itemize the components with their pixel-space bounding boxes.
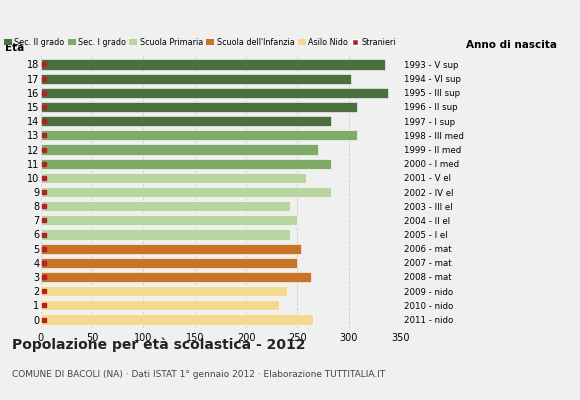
Text: Anno di nascita: Anno di nascita — [466, 40, 557, 50]
Bar — [41, 158, 331, 169]
Bar — [41, 88, 388, 98]
Bar — [41, 300, 279, 310]
Bar — [41, 74, 351, 84]
Bar — [41, 187, 331, 197]
Bar — [41, 130, 357, 140]
Bar — [41, 314, 313, 325]
Bar — [41, 272, 311, 282]
Text: COMUNE DI BACOLI (NA) · Dati ISTAT 1° gennaio 2012 · Elaborazione TUTTITALIA.IT: COMUNE DI BACOLI (NA) · Dati ISTAT 1° ge… — [12, 370, 385, 379]
Bar — [41, 173, 306, 183]
Bar — [41, 244, 300, 254]
Bar — [41, 286, 287, 296]
Text: Popolazione per età scolastica - 2012: Popolazione per età scolastica - 2012 — [12, 338, 305, 352]
Bar — [41, 201, 290, 211]
Bar — [41, 215, 298, 226]
Bar — [41, 144, 318, 154]
Bar — [41, 102, 357, 112]
Bar — [41, 258, 298, 268]
Text: Età: Età — [5, 43, 24, 53]
Legend: Sec. II grado, Sec. I grado, Scuola Primaria, Scuola dell'Infanzia, Asilo Nido, : Sec. II grado, Sec. I grado, Scuola Prim… — [3, 38, 396, 46]
Bar — [41, 59, 385, 70]
Bar — [41, 229, 290, 240]
Bar — [41, 116, 331, 126]
